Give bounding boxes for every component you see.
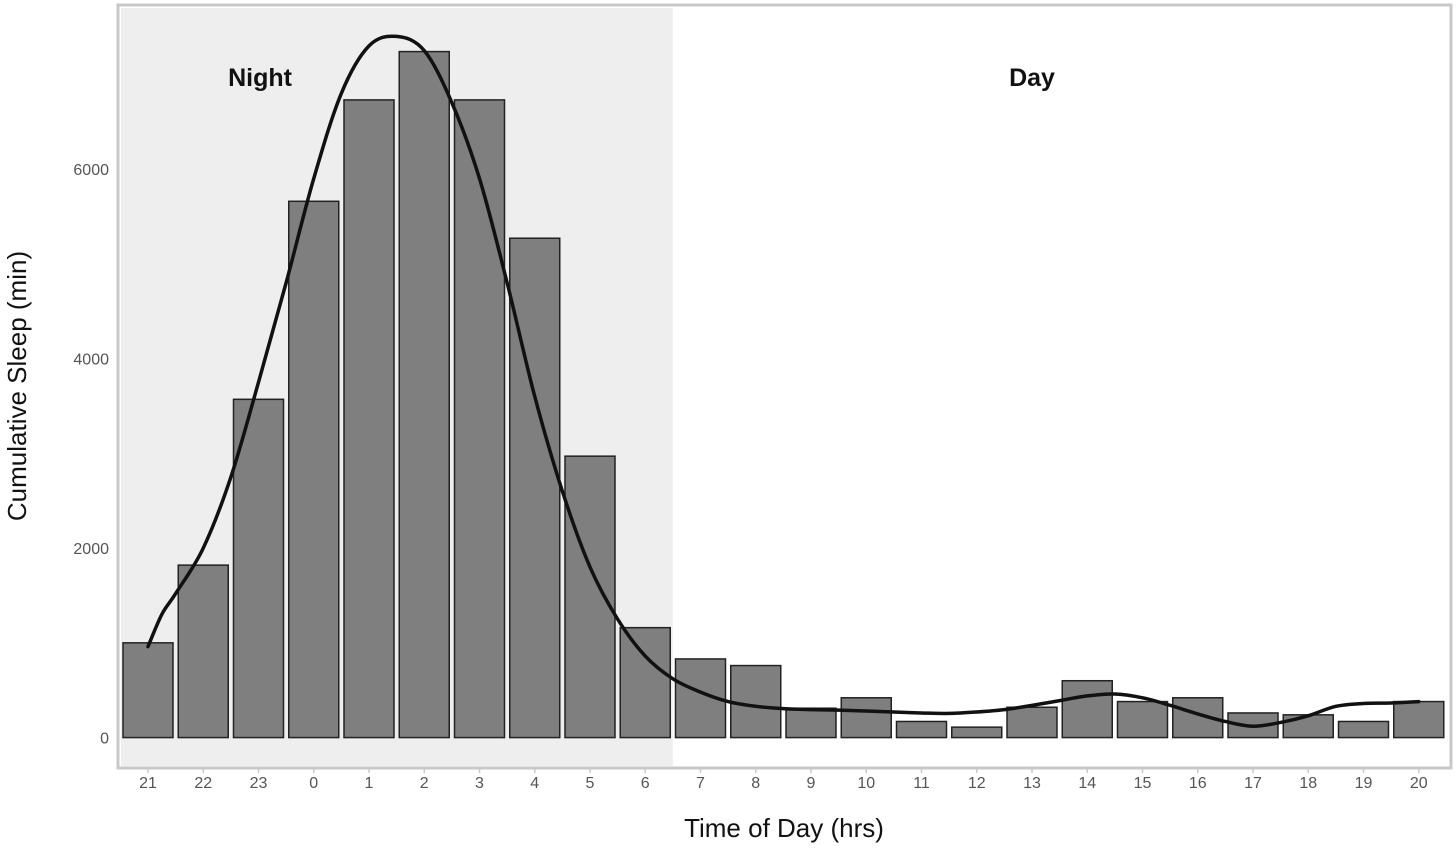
- x-tick-label-3: 3: [475, 775, 484, 792]
- bar-20: [1393, 700, 1445, 739]
- x-axis-title: Time of Day (hrs): [684, 813, 884, 843]
- x-tick-label-14: 14: [1078, 775, 1096, 792]
- x-tick-label-17: 17: [1244, 775, 1262, 792]
- x-tick-label-7: 7: [696, 775, 705, 792]
- smooth-curve-line: [146, 34, 1421, 728]
- x-tick-label-15: 15: [1134, 775, 1152, 792]
- y-axis-title: Cumulative Sleep (min): [2, 251, 32, 521]
- x-tick-label-22: 22: [194, 775, 212, 792]
- x-tick-label-12: 12: [968, 775, 986, 792]
- x-tick-label-18: 18: [1299, 775, 1317, 792]
- bar-13: [1006, 706, 1058, 739]
- plot-frame: [116, 3, 1453, 770]
- x-tick-label-8: 8: [751, 775, 760, 792]
- bar-10: [840, 697, 892, 739]
- y-tick-label-2000: 2000: [73, 541, 109, 558]
- x-tick-label-4: 4: [530, 775, 539, 792]
- x-tick-label-1: 1: [365, 775, 374, 792]
- bars-layer: [122, 50, 1445, 739]
- bar-11: [895, 720, 948, 739]
- x-tick-label-23: 23: [250, 775, 268, 792]
- bar-23: [232, 398, 285, 739]
- bar-19: [1337, 720, 1390, 739]
- x-tick-label-6: 6: [641, 775, 650, 792]
- bar-2: [398, 50, 450, 739]
- x-tick-label-5: 5: [586, 775, 595, 792]
- x-tick-label-0: 0: [309, 775, 318, 792]
- y-axis: 0 2000 4000 6000: [73, 162, 109, 748]
- x-tick-label-2: 2: [420, 775, 429, 792]
- x-tick-label-9: 9: [807, 775, 816, 792]
- bar-22: [177, 564, 229, 739]
- x-tick-label-13: 13: [1023, 775, 1041, 792]
- bar-1: [343, 99, 395, 739]
- region-label-night: Night: [228, 64, 293, 92]
- x-axis: 21 22 23 0 1 2 3 4 5 6 7 8 9 10 11 12 13 14 15 16 17 18 19 20: [139, 768, 1428, 792]
- region-labels-layer: Night Day: [228, 64, 1055, 92]
- x-tick-label-10: 10: [857, 775, 875, 792]
- region-background-day: [672, 8, 1447, 766]
- curve-layer: [146, 34, 1421, 728]
- y-tick-label-6000: 6000: [73, 162, 109, 179]
- regions-layer: [121, 8, 1447, 766]
- bar-18: [1282, 714, 1334, 739]
- region-label-day: Day: [1009, 64, 1055, 92]
- bar-12: [951, 726, 1003, 739]
- bar-8: [730, 664, 782, 739]
- x-tick-label-21: 21: [139, 775, 157, 792]
- x-tick-label-11: 11: [913, 775, 930, 792]
- bar-9: [785, 707, 837, 739]
- bar-0: [288, 200, 340, 739]
- bar-5: [564, 455, 616, 739]
- bar-14: [1061, 679, 1113, 739]
- x-tick-label-19: 19: [1355, 775, 1373, 792]
- x-tick-label-16: 16: [1189, 775, 1207, 792]
- x-tick-label-20: 20: [1410, 775, 1428, 792]
- y-tick-label-0: 0: [100, 731, 109, 748]
- bar-3: [453, 99, 506, 739]
- bar-21: [122, 642, 174, 739]
- bar-4: [509, 237, 561, 739]
- bar-15: [1116, 700, 1169, 739]
- y-tick-label-4000: 4000: [73, 352, 109, 369]
- bar-6: [619, 626, 671, 739]
